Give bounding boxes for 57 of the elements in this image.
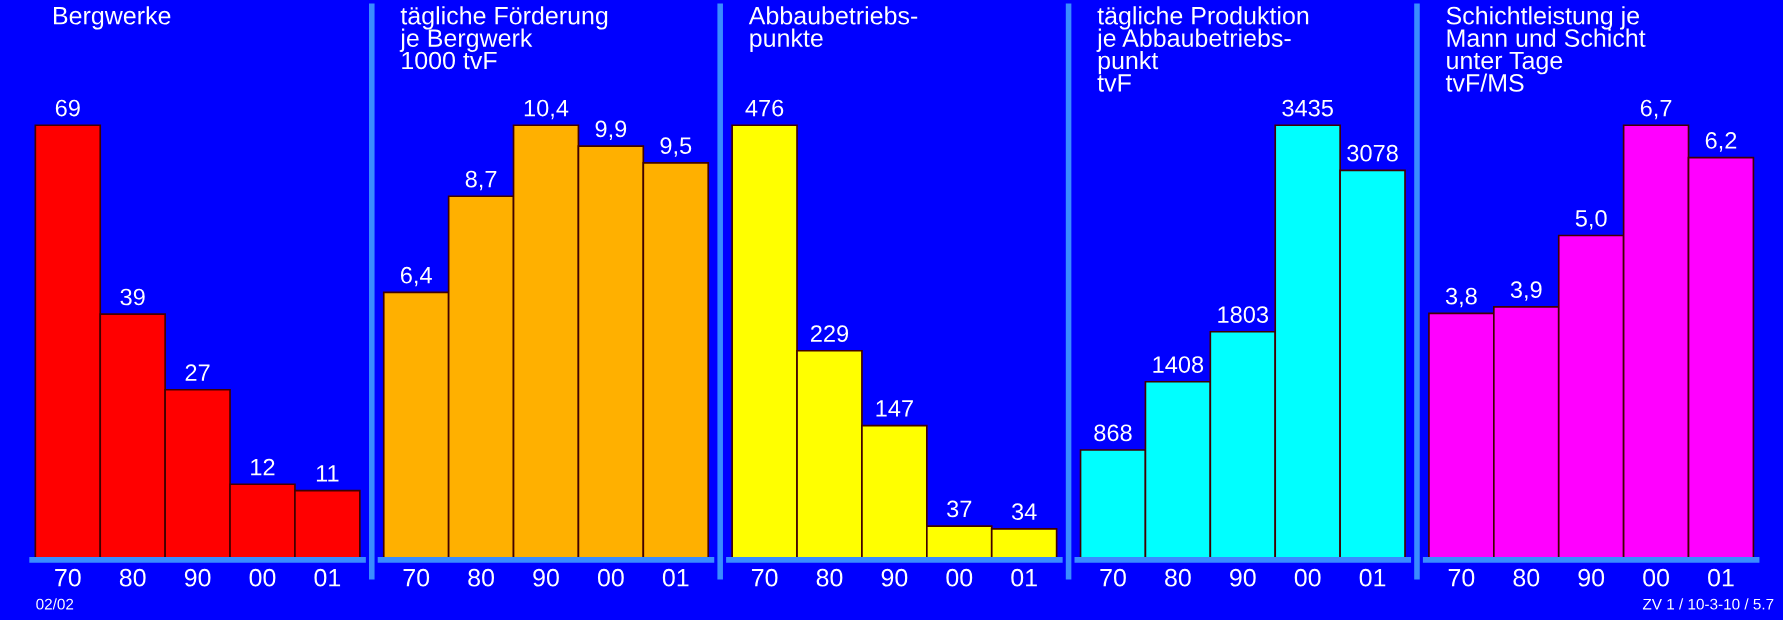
x-tick-label: 90	[881, 568, 908, 587]
data-label: 10,4	[524, 99, 569, 120]
data-label: 147	[876, 400, 913, 417]
chart-title: Abbaubetriebs- punkte	[748, 6, 918, 52]
data-label: 27	[185, 364, 210, 381]
data-label: 12	[251, 458, 275, 476]
x-tick-label: 70	[1100, 568, 1126, 587]
x-tick-label: 00	[249, 568, 276, 587]
data-label: 69	[55, 99, 80, 117]
data-label: 8,7	[465, 170, 497, 191]
data-label: 34	[1011, 503, 1037, 520]
x-tick-label: 90	[1230, 568, 1256, 587]
x-tick-label: 01	[662, 568, 689, 587]
chart-title: Bergwerke	[54, 6, 171, 30]
data-label: 3078	[1347, 144, 1398, 162]
x-tick-label: 70	[55, 568, 81, 587]
x-tick-label: 00	[1643, 568, 1669, 587]
x-tick-label: 70	[403, 568, 430, 587]
data-label: 868	[1094, 424, 1132, 442]
data-label: 476	[745, 99, 784, 117]
data-label: 37	[947, 500, 972, 518]
x-tick-label: 01	[1359, 568, 1386, 587]
x-tick-label: 00	[1294, 568, 1321, 587]
data-label: 6,2	[1705, 132, 1737, 152]
x-tick-label: 80	[1513, 568, 1540, 587]
data-label: 9,9	[595, 120, 627, 141]
data-label: 6,7	[1640, 99, 1672, 120]
x-tick-label: 80	[816, 568, 843, 587]
chart-title: tägliche Produktion je Abbaubetriebs- punkt tvF	[1096, 6, 1309, 92]
data-label: 6,4	[400, 266, 432, 287]
x-tick-label: 70	[1448, 568, 1475, 587]
chart-title: tägliche Förderung je Bergwerk 1000 tvF	[399, 6, 608, 70]
x-tick-label: 00	[946, 568, 973, 587]
data-label: 9,5	[660, 137, 692, 157]
x-tick-label: 90	[184, 568, 211, 587]
data-label: 229	[810, 325, 849, 342]
text: 02/02	[36, 598, 74, 610]
data-label: 11	[316, 465, 339, 482]
x-tick-label: 80	[468, 568, 495, 587]
data-label: 1408	[1153, 356, 1204, 373]
x-tick-label: 01	[1708, 568, 1734, 587]
x-tick-label: 01	[314, 568, 341, 587]
x-tick-label: 90	[1578, 568, 1605, 587]
data-label: 3,9	[1510, 281, 1542, 301]
x-tick-label: 90	[533, 568, 559, 587]
data-label: 3435	[1282, 99, 1333, 117]
x-tick-label: 70	[751, 568, 778, 587]
x-tick-label: 00	[597, 568, 624, 587]
data-label: 3,8	[1445, 287, 1477, 308]
data-label: 5,0	[1575, 209, 1607, 230]
x-tick-label: 80	[1165, 568, 1191, 587]
x-tick-label: 01	[1011, 568, 1037, 587]
x-tick-label: 80	[119, 568, 146, 587]
data-label: 1803	[1218, 306, 1269, 323]
text: ZV 1 / 10-3-10 / 5.7	[1642, 598, 1774, 610]
chart-title: Schichtleistung je Mann und Schicht unter Tage tvF/MS	[1445, 6, 1646, 92]
data-label: 39	[120, 288, 145, 306]
